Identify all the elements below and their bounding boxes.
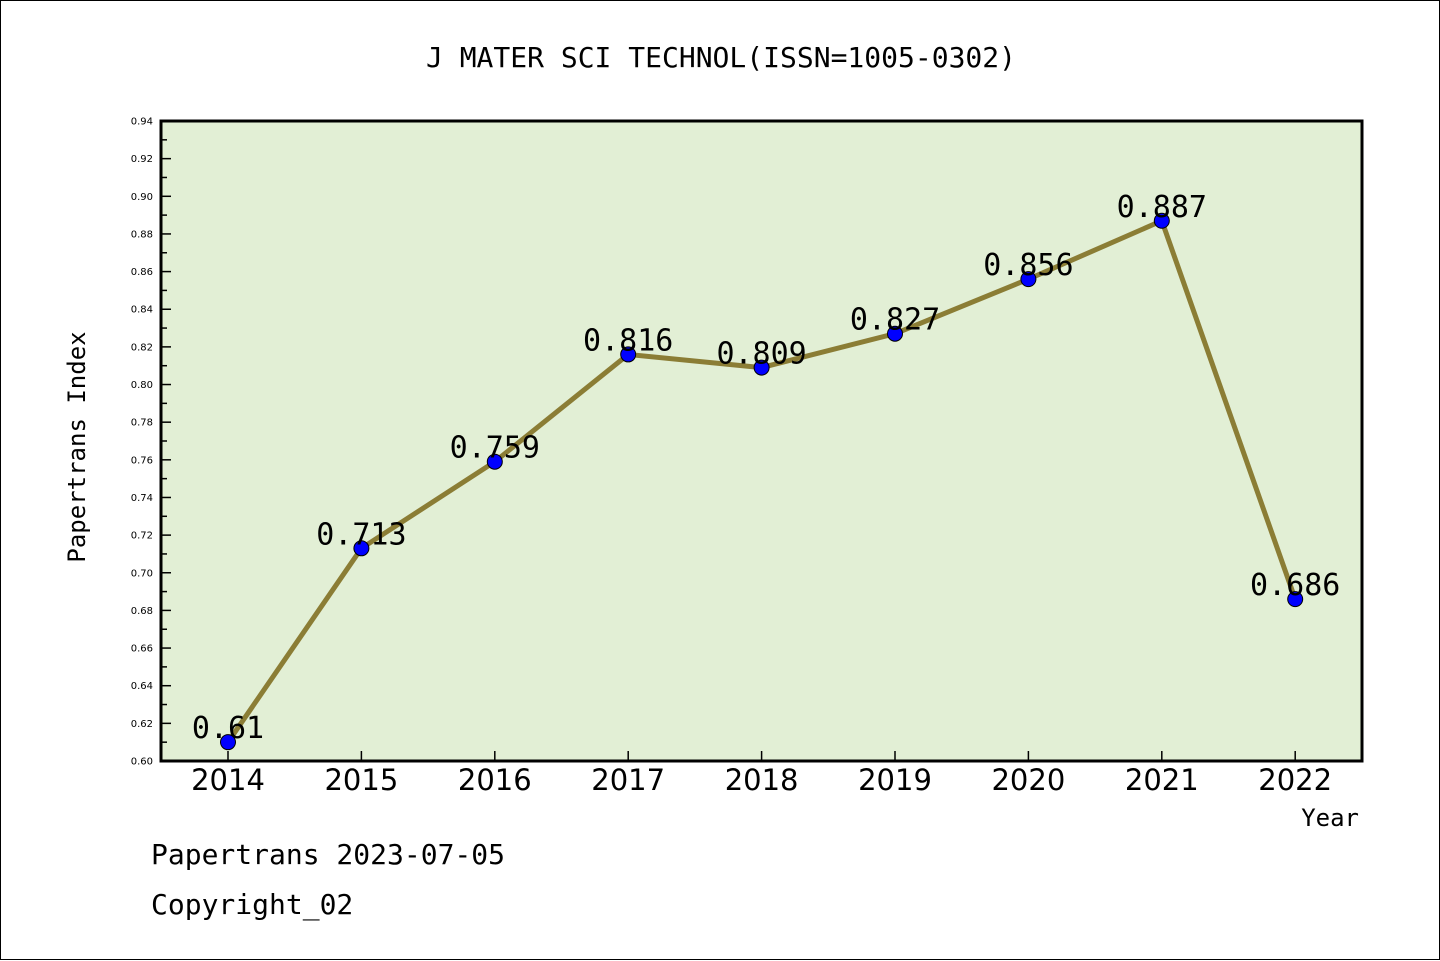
y-tick-label: 0.64 — [131, 681, 153, 692]
data-label: 0.759 — [450, 431, 540, 466]
y-tick-label: 0.82 — [131, 342, 153, 353]
series-papertrans-index — [220, 212, 1304, 751]
y-tick-label: 0.78 — [131, 418, 153, 429]
x-tick-label: 2018 — [725, 763, 799, 797]
y-tick-label: 0.92 — [131, 154, 153, 165]
data-point-marker — [1287, 591, 1304, 608]
data-point-marker — [220, 734, 236, 751]
x-tick-label: 2019 — [858, 763, 932, 797]
x-tick-label: 2015 — [324, 763, 398, 797]
data-point-marker — [753, 359, 770, 376]
y-tick-label: 0.80 — [131, 380, 153, 391]
x-tick-label: 2016 — [458, 763, 532, 797]
data-label: 0.713 — [316, 517, 406, 552]
y-tick-label: 0.76 — [131, 455, 153, 466]
y-tick-label: 0.86 — [131, 267, 153, 278]
y-tick-label: 0.62 — [131, 719, 153, 730]
x-tick-label: 2021 — [1125, 763, 1199, 797]
data-label: 0.887 — [1117, 190, 1207, 225]
x-tick-label: 2020 — [991, 763, 1065, 797]
x-tick-label: 2014 — [191, 763, 265, 797]
data-label: 0.827 — [850, 303, 940, 338]
y-tick-label: 0.88 — [131, 229, 153, 240]
footer-date: Papertrans 2023-07-05 — [151, 838, 505, 871]
x-tick-label: 2022 — [1258, 763, 1332, 797]
data-label: 0.816 — [583, 323, 673, 358]
data-point-marker — [486, 453, 503, 470]
y-tick-label: 0.60 — [131, 757, 153, 768]
data-point-marker — [1020, 271, 1037, 288]
y-axis: 0.60 0.62 0.64 0.66 0.68 0.70 0.72 0.74 0.76 0.78… — [131, 117, 171, 768]
y-axis-title: Papertrans Index — [63, 331, 91, 562]
data-point-marker — [1153, 212, 1170, 229]
y-tick-label: 0.94 — [131, 117, 153, 128]
footer-copyright: Copyright_02 — [151, 888, 353, 922]
y-tick-label: 0.84 — [131, 305, 153, 316]
data-point-marker — [887, 325, 903, 342]
x-axis-title: Year — [1301, 804, 1359, 832]
y-tick-label: 0.72 — [131, 531, 153, 542]
data-label: 0.856 — [983, 248, 1073, 283]
data-labels: 0.61 0.713 0.759 0.816 0.809 0.827 0.856 0.887 0… — [192, 190, 1340, 746]
data-point-marker — [620, 346, 637, 363]
y-tick-label: 0.90 — [131, 192, 153, 203]
y-tick-label: 0.66 — [131, 644, 153, 655]
y-tick-label: 0.74 — [131, 493, 153, 504]
y-tick-label: 0.70 — [131, 568, 153, 579]
x-axis: 2014 2015 2016 2017 2018 2019 2020 2021 2022 — [191, 751, 1332, 797]
data-point-marker — [353, 540, 370, 557]
x-tick-label: 2017 — [591, 763, 665, 797]
data-label: 0.686 — [1250, 568, 1340, 603]
data-label: 0.809 — [716, 337, 806, 372]
chart-title: J MATER SCI TECHNOL(ISSN=1005-0302) — [426, 41, 1016, 74]
data-label: 0.61 — [192, 711, 264, 746]
y-tick-label: 0.68 — [131, 606, 153, 617]
